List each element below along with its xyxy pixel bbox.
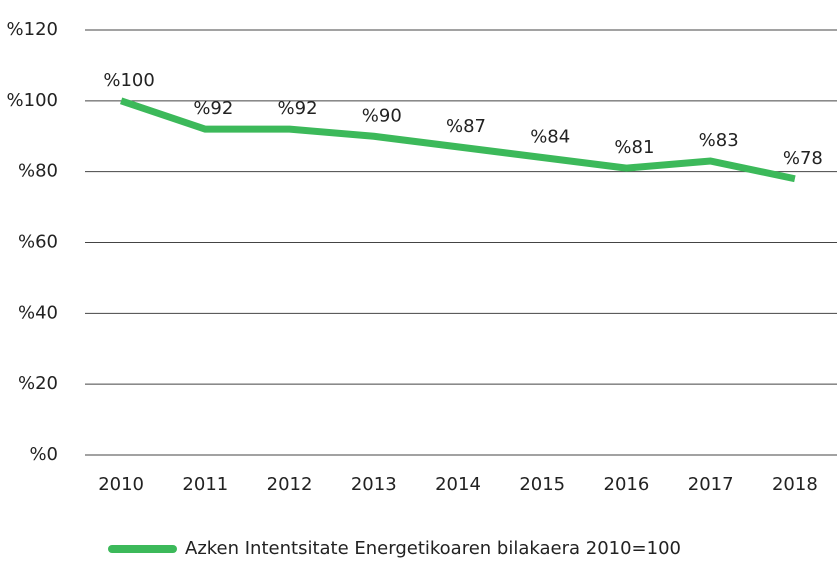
data-label: %92 [193, 98, 233, 119]
y-tick-label: %100 [7, 90, 58, 111]
x-tick-label: 2011 [182, 474, 228, 495]
x-tick-label: 2010 [98, 474, 144, 495]
data-label: %81 [614, 137, 654, 158]
data-label: %100 [103, 70, 154, 91]
y-tick-label: %60 [18, 232, 58, 253]
x-tick-label: 2015 [519, 474, 565, 495]
x-tick-label: 2013 [351, 474, 397, 495]
y-tick-label: %120 [7, 19, 58, 40]
x-tick-label: 2012 [267, 474, 313, 495]
y-tick-label: %40 [18, 302, 58, 323]
data-label: %84 [530, 127, 570, 148]
data-label: %87 [446, 116, 486, 137]
y-tick-label: %20 [18, 373, 58, 394]
data-label: %90 [362, 105, 402, 126]
x-tick-label: 2016 [604, 474, 650, 495]
data-label: %78 [783, 148, 823, 169]
y-tick-label: %0 [29, 444, 58, 465]
data-label: %83 [699, 130, 739, 151]
data-label: %92 [278, 98, 318, 119]
y-tick-label: %80 [18, 161, 58, 182]
legend-label: Azken Intentsitate Energetikoaren bilaka… [185, 538, 681, 559]
x-tick-label: 2014 [435, 474, 481, 495]
x-tick-label: 2018 [772, 474, 818, 495]
x-tick-label: 2017 [688, 474, 734, 495]
line [119, 97, 796, 183]
